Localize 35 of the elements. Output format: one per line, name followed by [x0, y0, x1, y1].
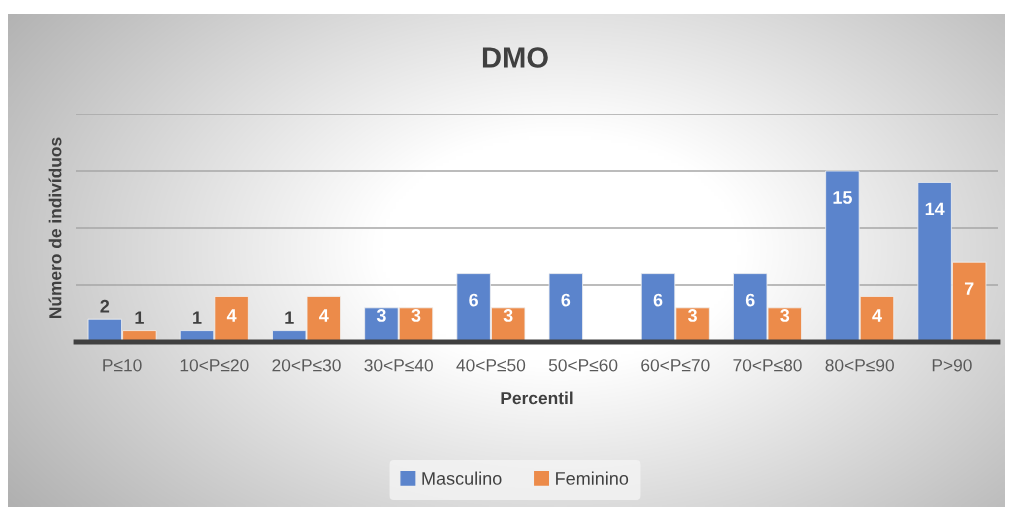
- data-label: 14: [925, 202, 945, 216]
- legend-label: Masculino: [422, 471, 502, 485]
- x-tick-label: 10<P≤20: [180, 359, 249, 372]
- data-label: 7: [964, 282, 974, 295]
- data-label: 1: [285, 311, 294, 324]
- data-label: 6: [561, 293, 571, 307]
- x-axis-title: Percentil: [501, 391, 573, 405]
- x-tick-label: 20<P≤30: [272, 359, 341, 372]
- x-tick-label: 80<P≤90: [825, 359, 894, 372]
- data-label: 6: [469, 293, 478, 307]
- data-label: 3: [503, 309, 513, 322]
- data-label: 3: [780, 309, 790, 322]
- x-tick-label: 30<P≤40: [364, 359, 433, 372]
- x-tick-label: 70<P≤80: [733, 359, 802, 372]
- data-label: 3: [411, 309, 421, 322]
- data-label: 15: [833, 191, 852, 204]
- data-label: 4: [872, 309, 882, 322]
- legend-label: Feminino: [556, 471, 629, 485]
- data-label: 1: [193, 311, 202, 324]
- y-axis-title: Número de indivíduos: [48, 137, 62, 318]
- data-label: 6: [745, 293, 755, 307]
- data-label: 3: [376, 309, 386, 322]
- data-label: 3: [687, 309, 697, 322]
- x-tick-label: 40<P≤50: [456, 359, 526, 372]
- data-label: 6: [653, 293, 663, 307]
- bar: [548, 273, 583, 342]
- x-tick-label: P≤10: [103, 359, 142, 372]
- data-label: 4: [319, 309, 329, 322]
- data-label: 2: [100, 299, 110, 313]
- data-label: 1: [135, 311, 144, 324]
- data-label: 4: [226, 309, 237, 322]
- x-tick-label: P>90: [932, 359, 972, 372]
- x-tick-label: 50<P≤60: [548, 359, 618, 372]
- x-tick-label: 60<P≤70: [641, 359, 710, 372]
- chart-title: DMO: [482, 47, 548, 68]
